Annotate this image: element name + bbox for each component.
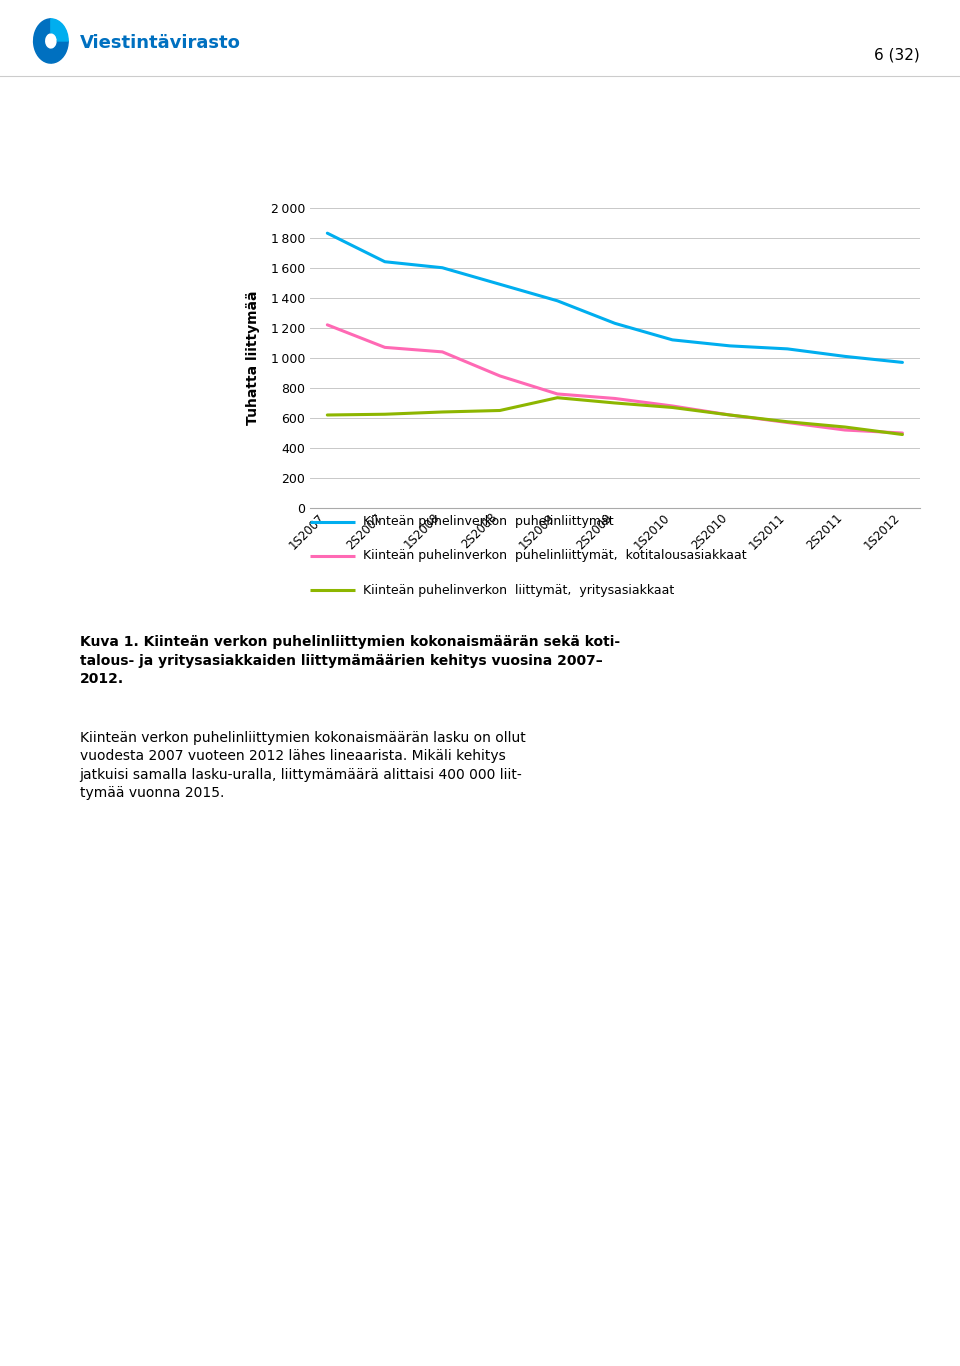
Text: Kiinteän puhelinverkon  puhelinliittymät: Kiinteän puhelinverkon puhelinliittymät	[363, 515, 613, 529]
Y-axis label: Tuhatta liittymää: Tuhatta liittymää	[246, 291, 260, 425]
Text: Kiinteän verkon puhelinliittymien kokonaismäärän lasku on ollut
vuodesta 2007 vu: Kiinteän verkon puhelinliittymien kokona…	[80, 731, 525, 800]
Text: Viestintävirasto: Viestintävirasto	[80, 34, 241, 52]
Wedge shape	[51, 19, 68, 41]
Text: 6 (32): 6 (32)	[874, 48, 920, 63]
Text: Kuva 1. Kiinteän verkon puhelinliittymien kokonaismäärän sekä koti-
talous- ja y: Kuva 1. Kiinteän verkon puhelinliittymie…	[80, 635, 620, 686]
Wedge shape	[34, 19, 68, 63]
Text: Kiinteän puhelinverkon  puhelinliittymät,  kotitalousasiakkaat: Kiinteän puhelinverkon puhelinliittymät,…	[363, 549, 747, 563]
Text: Kiinteän puhelinverkon  liittymät,  yritysasiakkaat: Kiinteän puhelinverkon liittymät, yritys…	[363, 583, 674, 597]
